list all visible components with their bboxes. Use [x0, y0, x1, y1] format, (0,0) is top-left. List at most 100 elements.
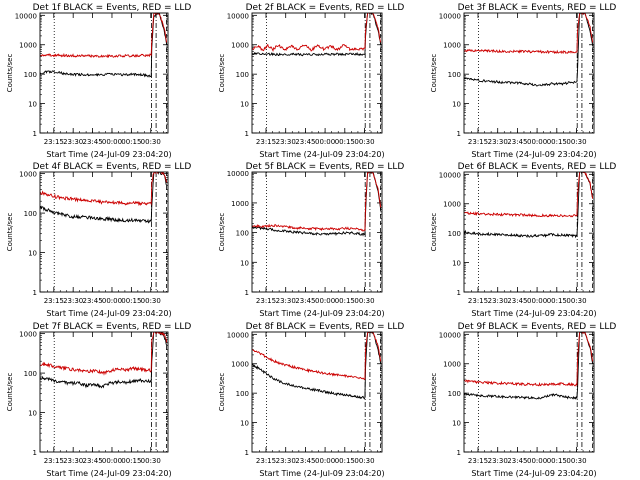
- x-tick-label: 00:15: [121, 138, 141, 146]
- x-tick-label: 23:30: [276, 457, 296, 465]
- x-tick-label: 23:45: [82, 457, 102, 465]
- x-tick-label: 23:45: [295, 457, 315, 465]
- x-tick-label: 23:30: [276, 138, 296, 146]
- x-tick-label: 00:15: [335, 138, 355, 146]
- y-tick-label: 10: [240, 259, 249, 267]
- y-tick-label: 10: [240, 101, 249, 109]
- plot-data-group: [40, 332, 168, 452]
- series-line-events: [464, 332, 594, 400]
- x-tick-label: 00:30: [141, 297, 161, 305]
- y-tick-label: 1000: [231, 200, 249, 208]
- y-tick-label: 1000: [231, 361, 249, 369]
- x-tick-label: 23:45: [82, 297, 102, 305]
- x-tick-label: 00:15: [121, 297, 141, 305]
- y-axis-label: Counts/sec: [6, 213, 14, 252]
- series-line-events: [464, 13, 594, 87]
- y-tick-label: 100: [448, 71, 461, 79]
- y-tick-label: 100: [236, 390, 249, 398]
- y-tick-label: 1: [457, 289, 461, 297]
- y-tick-label: 10: [240, 420, 249, 428]
- y-tick-label: 10: [28, 410, 37, 418]
- plot-data-group: [464, 332, 594, 452]
- x-tick-label: 00:00: [102, 297, 122, 305]
- x-tick-label: 23:45: [507, 457, 527, 465]
- plot-frame: [463, 12, 595, 134]
- x-tick-label: 00:30: [141, 138, 161, 146]
- x-axis-label: Start Time (24-Jul-09 23:04:20): [471, 469, 596, 478]
- x-tick-label: 00:00: [527, 297, 547, 305]
- x-tick-label: 23:30: [488, 297, 508, 305]
- x-tick-label: 23:45: [295, 297, 315, 305]
- x-tick-label: 23:45: [507, 138, 527, 146]
- x-tick-label: 00:00: [527, 457, 547, 465]
- x-tick-label: 00:15: [547, 297, 567, 305]
- x-tick-label: 23:45: [82, 138, 102, 146]
- x-tick-label: 23:30: [63, 457, 83, 465]
- x-axis-label: Start Time (24-Jul-09 23:04:20): [259, 469, 384, 478]
- x-tick-label: 23:30: [63, 297, 83, 305]
- y-tick-label: 1000: [19, 171, 37, 179]
- x-tick-label: 23:15: [44, 297, 64, 305]
- chart-panel-1: Det 1f BLACK = Events, RED = LLD Counts/s…: [6, 3, 191, 159]
- plot-frame: [463, 331, 595, 453]
- y-tick-label: 10000: [15, 12, 37, 20]
- y-tick-label: 100: [24, 210, 37, 218]
- y-tick-label: 100: [236, 71, 249, 79]
- y-tick-label: 10: [28, 250, 37, 258]
- x-tick-label: 23:15: [256, 297, 276, 305]
- chart-panel-4: Det 4f BLACK = Events, RED = LLD Counts/s…: [6, 162, 191, 318]
- series-line-events: [40, 332, 168, 389]
- y-tick-label: 10: [28, 101, 37, 109]
- plot-frame: [251, 331, 383, 453]
- series-line-lld: [40, 13, 168, 59]
- x-tick-label: 23:15: [468, 138, 488, 146]
- x-tick-label: 00:00: [102, 457, 122, 465]
- series-line-lld: [40, 332, 168, 376]
- chart-title: Det 7f BLACK = Events, RED = LLD: [33, 322, 192, 332]
- series-line-events: [252, 332, 382, 400]
- x-axis-label: Start Time (24-Jul-09 23:04:20): [471, 309, 596, 318]
- x-tick-label: 00:30: [141, 457, 161, 465]
- series-line-events: [464, 172, 594, 239]
- series-line-lld: [252, 13, 382, 53]
- y-tick-label: 100: [448, 230, 461, 238]
- x-tick-label: 23:15: [256, 457, 276, 465]
- y-tick-label: 100: [448, 390, 461, 398]
- chart-panel-9: Det 9f BLACK = Events, RED = LLD Counts/s…: [430, 322, 616, 478]
- y-tick-label: 100: [236, 230, 249, 238]
- y-tick-label: 1: [457, 449, 461, 457]
- x-axis-label: Start Time (24-Jul-09 23:04:20): [46, 150, 171, 159]
- y-tick-label: 1000: [19, 331, 37, 339]
- x-tick-label: 00:00: [315, 457, 335, 465]
- plot-data-group: [252, 172, 382, 292]
- y-axis-label: Counts/sec: [6, 54, 14, 93]
- x-tick-label: 23:30: [488, 138, 508, 146]
- chart-panel-6: Det 6f BLACK = Events, RED = LLD Counts/s…: [430, 162, 616, 318]
- chart-panel-5: Det 5f BLACK = Events, RED = LLD Counts/s…: [218, 162, 404, 318]
- y-tick-label: 1: [245, 289, 249, 297]
- y-tick-label: 1: [245, 449, 249, 457]
- y-tick-label: 1: [457, 130, 461, 138]
- plot-data-group: [464, 13, 594, 133]
- y-tick-label: 100: [24, 370, 37, 378]
- series-line-lld: [464, 13, 594, 55]
- y-tick-label: 100: [24, 71, 37, 79]
- y-tick-label: 10000: [227, 170, 249, 178]
- series-line-lld: [464, 172, 594, 218]
- y-tick-label: 1000: [443, 42, 461, 50]
- chart-title: Det 2f BLACK = Events, RED = LLD: [246, 3, 405, 13]
- y-axis-label: Counts/sec: [6, 373, 14, 412]
- x-axis-label: Start Time (24-Jul-09 23:04:20): [259, 309, 384, 318]
- x-tick-label: 00:15: [121, 457, 141, 465]
- x-tick-label: 23:30: [276, 297, 296, 305]
- x-tick-label: 00:00: [102, 138, 122, 146]
- y-tick-label: 10000: [227, 12, 249, 20]
- plot-data-group: [252, 13, 382, 133]
- plot-data-group: [252, 332, 382, 452]
- x-tick-label: 00:15: [547, 138, 567, 146]
- y-tick-label: 1: [33, 449, 37, 457]
- y-tick-label: 10000: [439, 331, 461, 339]
- y-tick-label: 10: [452, 260, 461, 268]
- y-axis-label: Counts/sec: [218, 213, 226, 252]
